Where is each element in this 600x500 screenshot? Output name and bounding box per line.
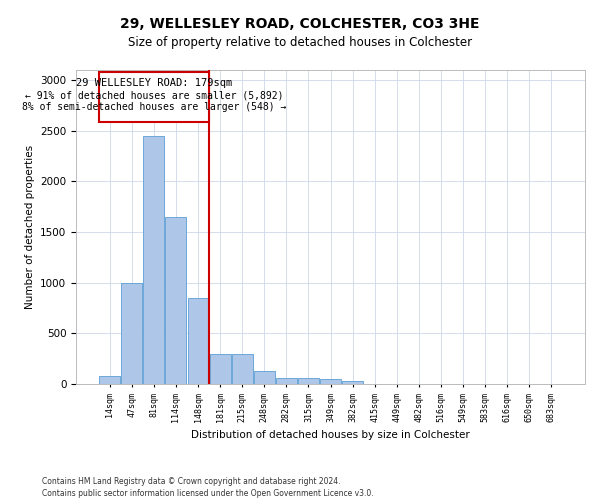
Text: 8% of semi-detached houses are larger (548) →: 8% of semi-detached houses are larger (5… (22, 102, 286, 113)
Bar (188, 298, 209, 384)
Text: Contains HM Land Registry data © Crown copyright and database right 2024.: Contains HM Land Registry data © Crown c… (42, 478, 341, 486)
Bar (98, 72, 209, 122)
Bar (342, 381, 363, 384)
Bar (320, 379, 341, 384)
Text: 29 WELLESLEY ROAD: 179sqm: 29 WELLESLEY ROAD: 179sqm (76, 78, 232, 88)
Text: ← 91% of detached houses are smaller (5,892): ← 91% of detached houses are smaller (5,… (25, 90, 283, 101)
Text: 29, WELLESLEY ROAD, COLCHESTER, CO3 3HE: 29, WELLESLEY ROAD, COLCHESTER, CO3 3HE (120, 18, 480, 32)
X-axis label: Distribution of detached houses by size in Colchester: Distribution of detached houses by size … (191, 430, 470, 440)
Y-axis label: Number of detached properties: Number of detached properties (25, 145, 35, 309)
Text: Contains public sector information licensed under the Open Government Licence v3: Contains public sector information licen… (42, 489, 374, 498)
Bar (232, 354, 253, 384)
Bar (276, 378, 297, 384)
Bar (166, 217, 187, 384)
Text: Size of property relative to detached houses in Colchester: Size of property relative to detached ho… (128, 36, 472, 49)
Bar (298, 378, 319, 384)
Bar (99, 376, 120, 384)
Bar (143, 136, 164, 384)
Bar (254, 371, 275, 384)
Bar (121, 282, 142, 384)
Bar (209, 354, 230, 384)
